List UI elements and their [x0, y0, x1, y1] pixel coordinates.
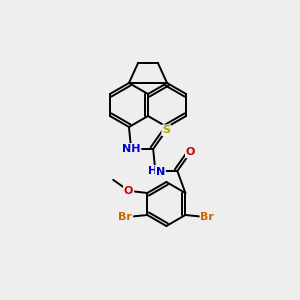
- Text: O: O: [124, 186, 133, 196]
- Text: NH: NH: [122, 144, 140, 154]
- Text: O: O: [186, 147, 195, 157]
- Text: Br: Br: [200, 212, 214, 222]
- Text: Br: Br: [118, 212, 132, 222]
- Text: N: N: [156, 167, 165, 177]
- Text: S: S: [162, 125, 170, 135]
- Text: H: H: [148, 166, 157, 176]
